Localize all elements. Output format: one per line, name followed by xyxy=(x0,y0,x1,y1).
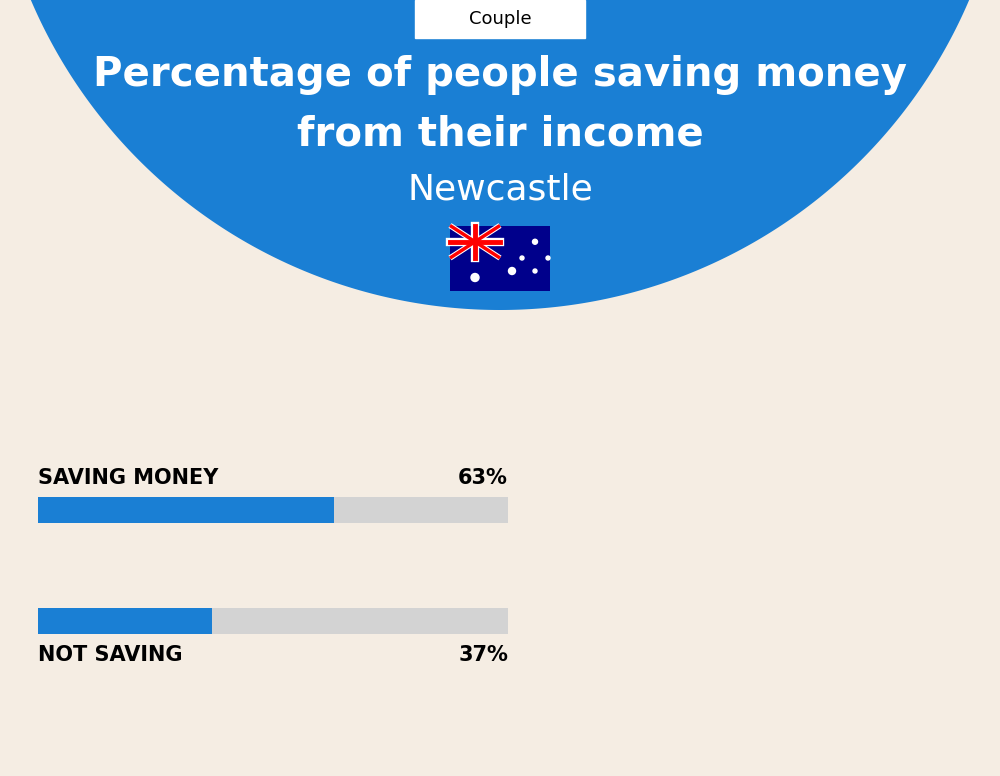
Text: 37%: 37% xyxy=(458,645,508,665)
Polygon shape xyxy=(0,0,1000,310)
Text: Percentage of people saving money: Percentage of people saving money xyxy=(93,55,907,95)
Circle shape xyxy=(532,239,538,244)
Text: NOT SAVING: NOT SAVING xyxy=(38,645,182,665)
Circle shape xyxy=(509,268,516,275)
Text: SAVING MONEY: SAVING MONEY xyxy=(38,468,218,488)
Circle shape xyxy=(520,256,524,260)
Circle shape xyxy=(471,273,479,282)
Text: Newcastle: Newcastle xyxy=(407,173,593,207)
FancyBboxPatch shape xyxy=(450,226,550,290)
Text: from their income: from their income xyxy=(297,115,703,155)
Circle shape xyxy=(533,269,537,273)
FancyBboxPatch shape xyxy=(38,608,508,634)
FancyBboxPatch shape xyxy=(38,608,212,634)
FancyBboxPatch shape xyxy=(38,497,334,523)
Circle shape xyxy=(546,256,550,260)
FancyBboxPatch shape xyxy=(38,497,508,523)
Text: 63%: 63% xyxy=(458,468,508,488)
FancyBboxPatch shape xyxy=(415,0,585,38)
Text: Couple: Couple xyxy=(469,10,531,28)
